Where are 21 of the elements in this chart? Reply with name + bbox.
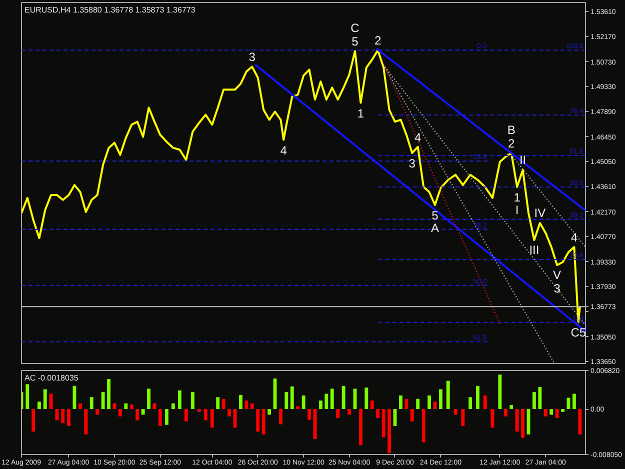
annotation: 5 xyxy=(352,34,359,49)
annotation: 4 xyxy=(570,230,578,245)
annotation: I xyxy=(515,202,519,217)
annotation: A xyxy=(430,220,439,235)
annotation: 2 xyxy=(374,34,382,48)
annotation: 3 xyxy=(248,50,256,64)
annotation: 5 xyxy=(432,208,439,222)
chart-title: AC -0.0018035 xyxy=(24,374,79,382)
annotation: 3 xyxy=(408,156,416,170)
annotation: 1 xyxy=(357,106,364,120)
annotation: 3 xyxy=(554,282,561,296)
annotation: IV xyxy=(534,206,546,220)
annotation: 1 xyxy=(514,190,521,204)
chart-title: EURUSD,H4 1.35880 1.36778 1.35873 1.36773 xyxy=(24,6,196,14)
annotation: 4 xyxy=(414,130,422,144)
annotation: III xyxy=(529,243,540,258)
annotation: B xyxy=(507,122,516,137)
annotation: V xyxy=(553,268,562,282)
annotation: 4 xyxy=(280,143,288,158)
annotation: 2 xyxy=(508,136,516,150)
annotation: C xyxy=(350,21,360,36)
